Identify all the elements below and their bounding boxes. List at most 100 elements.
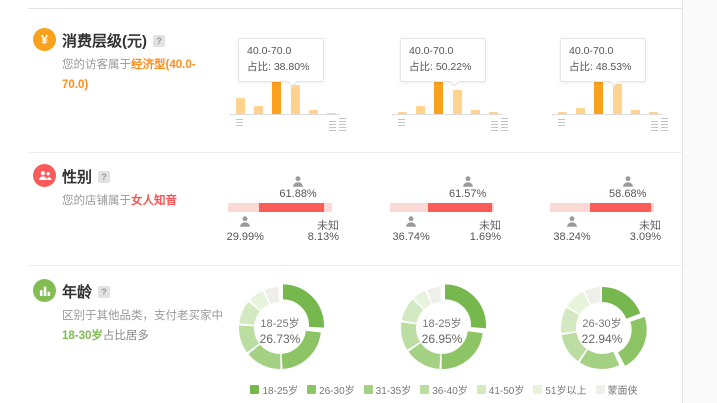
gender-stacked-bar[interactable] [550, 203, 654, 212]
legend-item-26-30岁[interactable]: 26-30岁 [307, 382, 355, 397]
bar-highlighted[interactable] [594, 80, 604, 114]
help-icon[interactable]: ? [153, 34, 165, 47]
female-icon [292, 175, 305, 191]
legend-label: 36-40岁 [432, 386, 468, 397]
consumption-desc-prefix: 您的访客属于 [62, 59, 131, 71]
donut-center-label: 26-30岁 [582, 318, 622, 330]
legend-item-36-40岁[interactable]: 36-40岁 [420, 382, 468, 397]
donut-segment-36-40岁[interactable] [401, 287, 483, 369]
gender-chart-1: 61.88% 29.99% 未知 8.13% [226, 163, 343, 248]
unknown-segment[interactable] [492, 203, 494, 212]
legend-label: 41-50岁 [488, 386, 525, 397]
legend-item-蒙面侠[interactable]: 蒙面侠 [595, 382, 638, 397]
tooltip-ratio: 占比: 50.22% [409, 60, 472, 73]
person-icon [567, 216, 577, 227]
legend-label: 31-35岁 [375, 386, 412, 397]
unknown-label: 未知 [639, 220, 661, 232]
bar[interactable] [308, 109, 318, 114]
legend-label: 蒙面侠 [607, 386, 638, 397]
bar[interactable] [326, 112, 336, 114]
page-right-gutter [682, 0, 717, 403]
female-segment[interactable] [589, 203, 651, 212]
male-segment[interactable] [550, 203, 590, 212]
person-icon [293, 176, 303, 187]
legend-item-51岁以上[interactable]: 51岁以上 [533, 382, 587, 397]
male-segment[interactable] [390, 203, 429, 212]
donut-segment-26-30岁[interactable] [401, 287, 483, 369]
legend-item-41-50岁[interactable]: 41-50岁 [476, 382, 525, 397]
legend-label: 51岁以上 [545, 386, 587, 397]
bar[interactable] [416, 106, 426, 114]
help-icon[interactable]: ? [98, 285, 111, 298]
male-segment[interactable] [228, 203, 260, 212]
x-axis [392, 114, 502, 115]
tooltip-range: 40.0-70.0 [569, 45, 614, 57]
bar[interactable] [630, 109, 640, 114]
donut-center-value: 26.73% [259, 332, 301, 346]
bar[interactable] [398, 111, 407, 114]
bar[interactable] [488, 112, 498, 114]
donut-center-label: 18-25岁 [260, 318, 300, 330]
x-tick-label [661, 118, 668, 131]
female-segment[interactable] [259, 203, 324, 212]
donut-segment-18-25岁[interactable] [404, 284, 486, 367]
gender-desc-prefix: 您的店铺属于 [62, 195, 131, 207]
unknown-percentage: 8.13% [307, 231, 339, 243]
section-title-age: 年龄 [62, 284, 93, 301]
female-segment[interactable] [428, 203, 493, 212]
legend-item-31-35岁[interactable]: 31-35岁 [363, 382, 412, 397]
chart-tooltip: 40.0-70.0 占比: 48.53% [560, 38, 646, 86]
age-legend: 18-25岁 26-30岁 31-35岁 36-40岁 41-50岁 51岁以上 蒙面侠 [228, 382, 660, 397]
gender-stacked-bar[interactable] [390, 203, 494, 212]
bar[interactable] [470, 110, 480, 114]
donut-segment-18-25岁[interactable] [561, 287, 643, 369]
bar[interactable] [648, 112, 658, 114]
x-axis [552, 114, 662, 115]
donut-segment-31-35岁[interactable] [561, 287, 643, 369]
female-icon [461, 175, 474, 191]
bar[interactable] [558, 112, 567, 114]
x-tick-label [339, 118, 346, 131]
yen-glyph: ¥ [40, 32, 49, 47]
bar[interactable] [576, 107, 586, 114]
legend-swatch [363, 385, 373, 394]
female-icon [621, 175, 634, 191]
donut-segment-41-50岁[interactable] [561, 287, 643, 369]
legend-item-18-25岁[interactable]: 18-25岁 [250, 382, 298, 397]
donut-center-value: 22.94% [581, 332, 623, 346]
card-top-border [28, 8, 682, 9]
female-percentage: 61.88% [279, 188, 317, 200]
legend-swatch [476, 385, 486, 394]
male-icon [239, 215, 252, 231]
bar[interactable] [290, 85, 300, 114]
legend-swatch [533, 385, 543, 394]
donut-segment-31-35岁[interactable] [239, 287, 321, 369]
legend-swatch [250, 385, 260, 394]
unknown-segment[interactable] [323, 203, 332, 212]
donut-segment-26-30岁[interactable] [564, 288, 647, 371]
donut-center-value: 26.95% [421, 332, 463, 346]
male-percentage: 29.99% [226, 231, 264, 243]
bar[interactable] [254, 105, 264, 114]
unknown-percentage: 3.09% [629, 231, 661, 243]
male-percentage: 36.74% [392, 231, 430, 243]
gender-chart-3: 58.68% 38.24% 未知 3.09% [550, 163, 665, 248]
x-tick-labels [329, 118, 346, 131]
gender-stacked-bar[interactable] [228, 203, 332, 212]
bar-group [558, 80, 658, 114]
bar-highlighted[interactable] [434, 80, 444, 114]
consumption-description: 您的访客属于经济型(40.0-70.0) [62, 55, 198, 95]
legend-label: 26-30岁 [319, 386, 355, 397]
consumption-bar-chart-2: 40.0-70.0 占比: 50.22% [390, 30, 510, 142]
bar[interactable] [452, 90, 462, 114]
help-icon[interactable]: ? [98, 170, 111, 183]
bar[interactable] [612, 84, 622, 114]
donut-segment-18-25岁[interactable] [241, 284, 324, 367]
unknown-segment[interactable] [650, 203, 654, 212]
x-tick-label [329, 121, 336, 131]
unknown-label: 未知 [479, 220, 501, 232]
bar-highlighted[interactable] [272, 80, 282, 114]
donut-segment-36-40岁[interactable] [239, 287, 321, 369]
bar[interactable] [236, 97, 245, 114]
